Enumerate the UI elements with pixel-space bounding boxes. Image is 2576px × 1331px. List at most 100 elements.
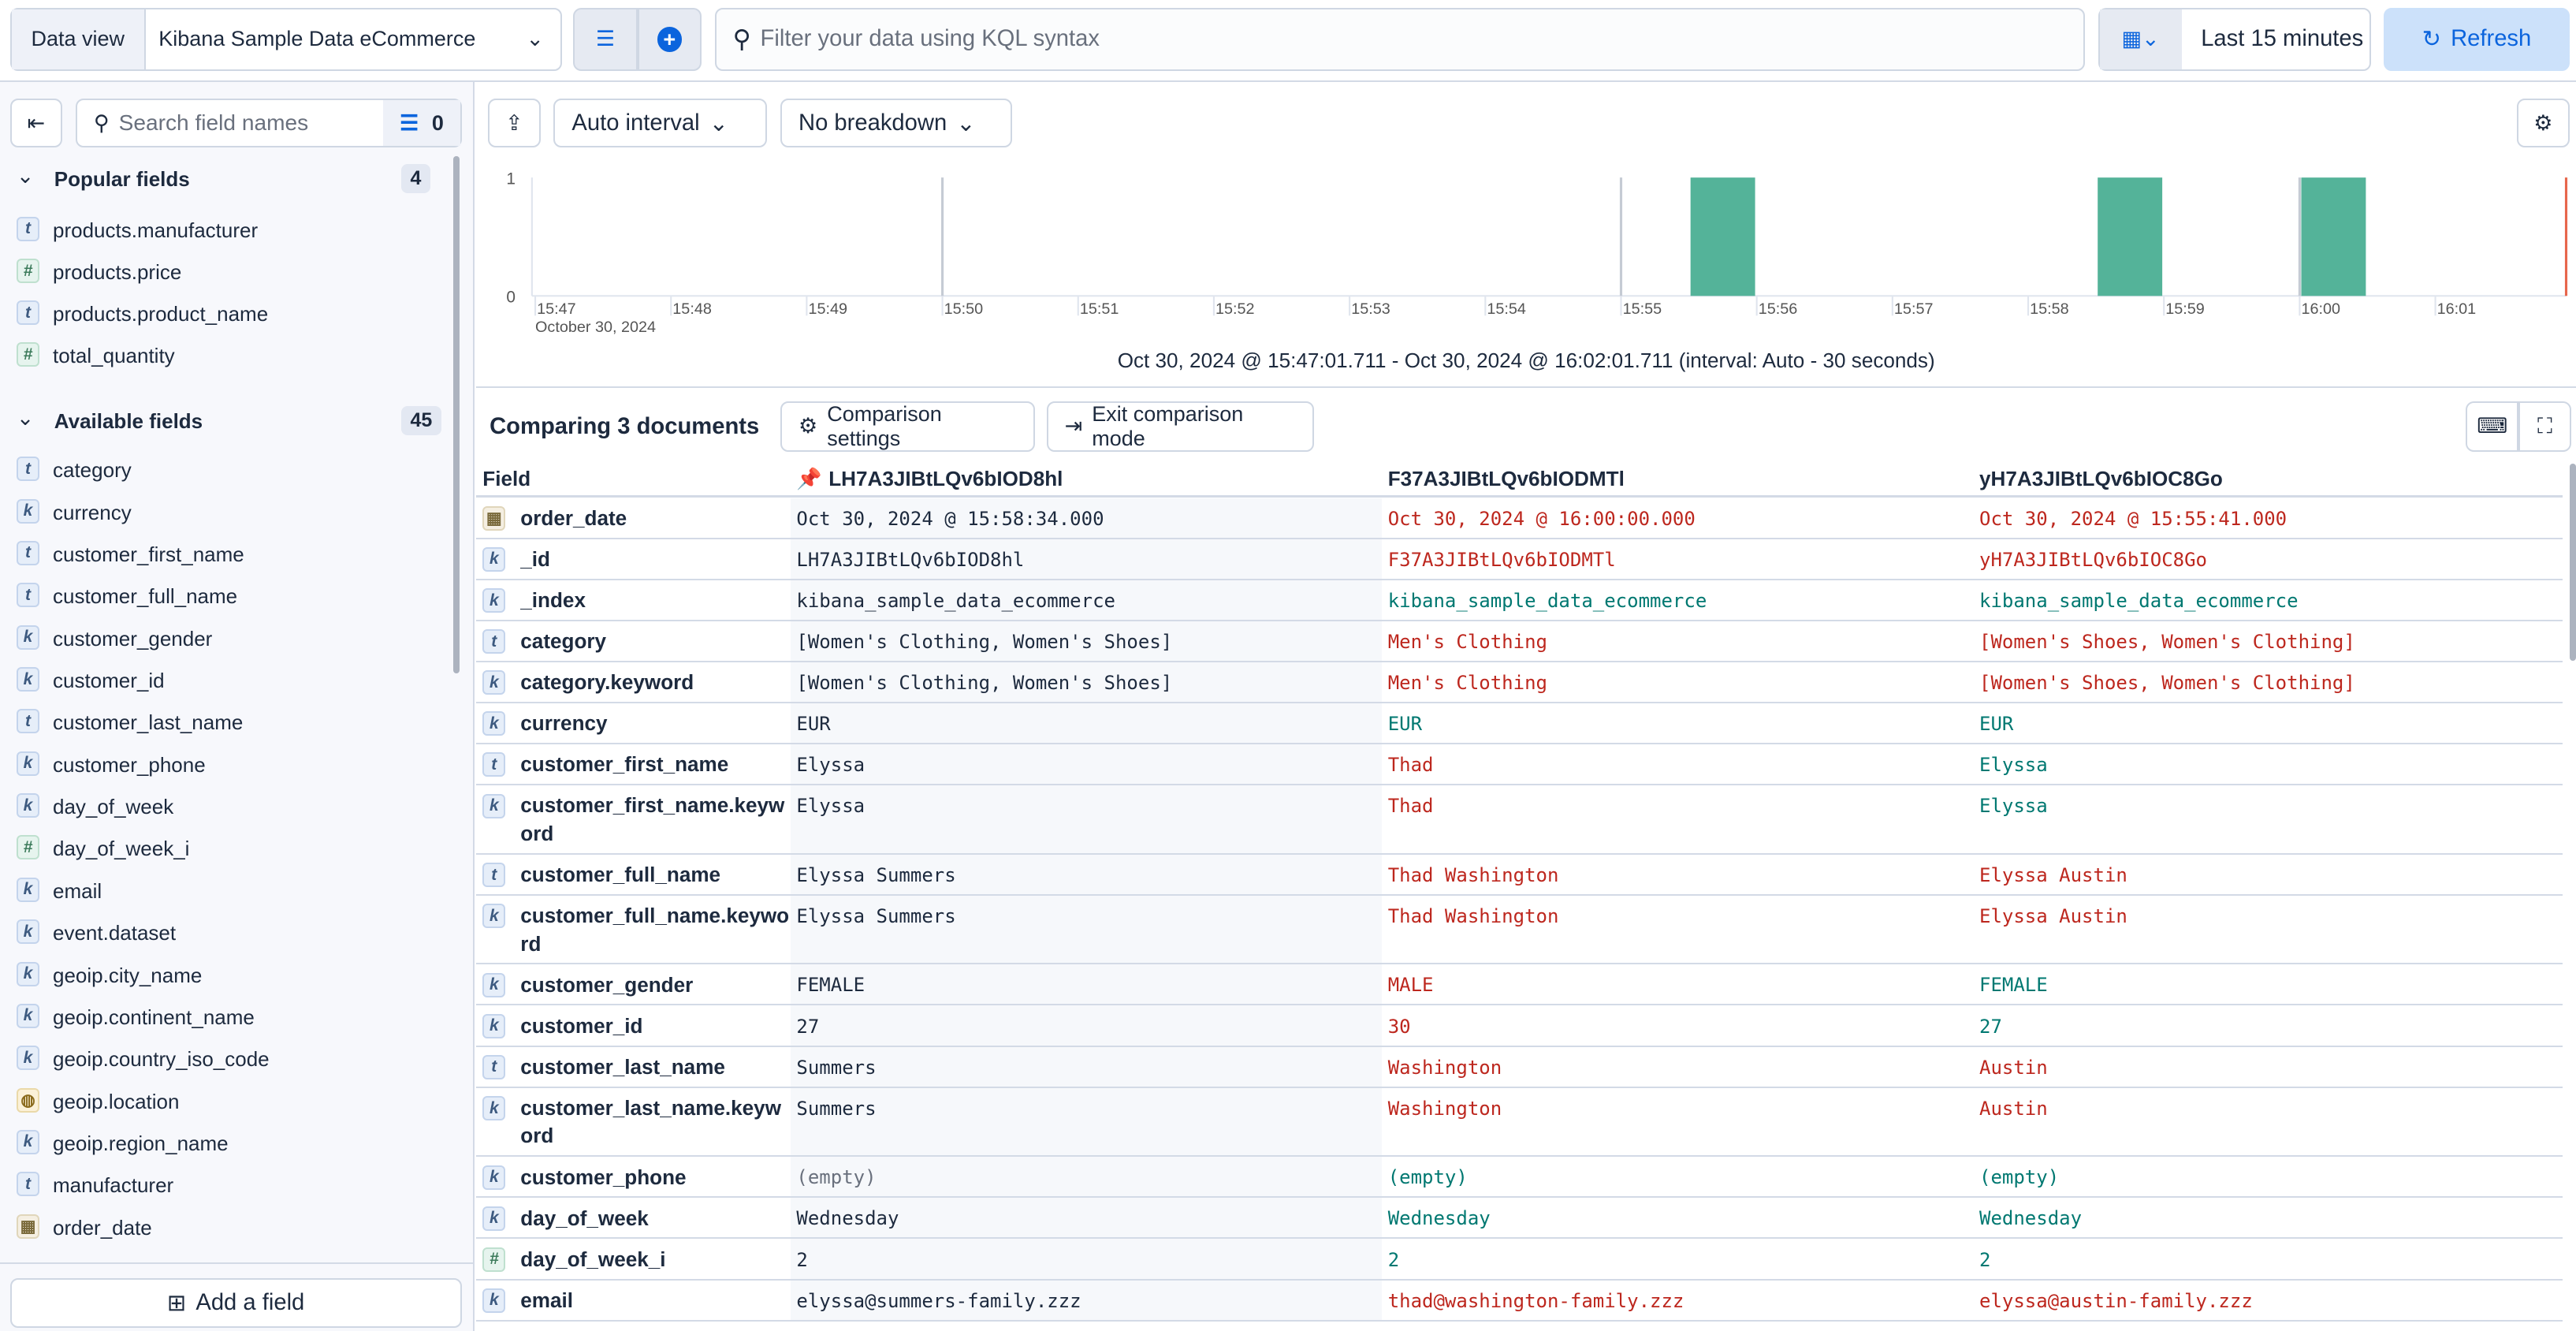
document-value: Wednesday — [1979, 1207, 2083, 1230]
calendar-icon[interactable]: ▦⌄ — [2099, 9, 2182, 69]
field-name: total_quantity — [53, 344, 175, 368]
text-type-icon: t — [17, 457, 39, 482]
kql-query-input[interactable]: ⚲ Filter your data using KQL syntax — [714, 8, 2085, 71]
sidebar-field-item[interactable]: t customer_full_name — [0, 583, 452, 616]
keyboard-shortcuts-button[interactable]: ⌨ — [2466, 401, 2519, 453]
sidebar-field-item[interactable]: t customer_first_name — [0, 540, 452, 574]
document-value: elyssa@austin-family.zzz — [1979, 1289, 2253, 1312]
keyword-type-icon: k — [482, 670, 506, 695]
data-view-picker[interactable]: Data view Kibana Sample Data eCommerce ⌄ — [9, 8, 562, 71]
chevron-down-icon[interactable]: ⌄ — [16, 164, 35, 188]
sidebar-field-item[interactable]: # day_of_week_i — [0, 835, 452, 868]
sidebar-field-item[interactable]: ▦ order_date — [0, 1214, 452, 1247]
date-picker[interactable]: ▦⌄ Last 15 minutes — [2098, 8, 2371, 71]
exit-comparison-button[interactable]: ⇥ Exit comparison mode — [1046, 401, 1315, 453]
table-row: k customer_last_name.keyword Summers Washin… — [476, 1088, 2563, 1158]
popular-fields-title[interactable]: Popular fields — [54, 167, 190, 192]
table-row: t customer_full_name Elyssa Summers Thad Wa… — [476, 855, 2563, 896]
x-tick-label: 15:50 — [944, 300, 984, 318]
sidebar-field-item[interactable]: t customer_last_name — [0, 709, 452, 742]
document-value: Oct 30, 2024 @ 15:55:41.000 — [1979, 507, 2288, 530]
field-name: email — [53, 878, 102, 903]
toggle-chart-button[interactable]: ⇪ — [487, 98, 541, 148]
histogram-panel: ⇪ Auto interval ⌄ No breakdown ⌄ ⚙ 0 1 15:47… — [476, 82, 2576, 388]
field-name: manufacturer — [53, 1173, 174, 1198]
sidebar-field-item[interactable]: t products.manufacturer — [0, 216, 452, 250]
document-column-header[interactable]: F37A3JIBtLQv6bIODMTl — [1388, 467, 1625, 491]
document-column-header[interactable]: yH7A3JIBtLQv6bIOC8Go — [1979, 467, 2223, 491]
top-bar: Data view Kibana Sample Data eCommerce ⌄… — [0, 0, 2576, 82]
sidebar-field-item[interactable]: t products.product_name — [0, 300, 452, 334]
chevron-down-icon[interactable]: ⌄ — [16, 405, 35, 430]
comparison-settings-button[interactable]: ⚙ Comparison settings — [780, 401, 1036, 453]
pin-icon[interactable]: 📌 — [796, 466, 822, 490]
text-type-icon: t — [482, 752, 506, 777]
field-name: category.keyword — [520, 670, 694, 695]
keyword-type-icon: k — [482, 904, 506, 929]
interval-select[interactable]: Auto interval ⌄ — [553, 98, 768, 148]
sidebar-scrollbar[interactable] — [453, 155, 460, 674]
fullscreen-button[interactable]: ⛶ — [2518, 401, 2571, 453]
document-value: Thad — [1387, 795, 1434, 818]
sidebar-field-item[interactable]: # total_quantity — [0, 342, 452, 375]
x-tick-label: 16:00 — [2302, 300, 2341, 318]
add-filter-button[interactable]: + — [637, 8, 702, 71]
document-value: 2 — [1387, 1248, 1400, 1271]
sidebar-field-item[interactable]: k currency — [0, 498, 452, 532]
field-name: day_of_week — [520, 1206, 649, 1230]
table-scrollbar[interactable] — [2569, 463, 2576, 661]
histogram-bar — [1691, 177, 1755, 296]
add-field-button[interactable]: ⊞ Add a field — [9, 1278, 462, 1328]
sidebar-field-item[interactable]: k geoip.country_iso_code — [0, 1046, 452, 1079]
pinned-document-column-header[interactable]: 📌 LH7A3JIBtLQv6bIOD8hl — [796, 467, 1063, 491]
sidebar-field-item[interactable]: k geoip.city_name — [0, 961, 452, 995]
document-value: Men's Clothing — [1387, 630, 1547, 653]
table-row: # day_of_week_i 2 2 2 — [476, 1240, 2563, 1281]
available-fields-title[interactable]: Available fields — [54, 408, 203, 433]
refresh-button[interactable]: ↻ Refresh — [2384, 8, 2570, 71]
sidebar-field-item[interactable]: # products.price — [0, 259, 452, 292]
sidebar-field-item[interactable]: t manufacturer — [0, 1172, 452, 1205]
field-name: customer_phone — [53, 752, 206, 777]
sidebar-field-item[interactable]: k geoip.region_name — [0, 1129, 452, 1163]
sidebar-field-item[interactable]: t category — [0, 457, 452, 490]
document-value: (empty) — [1387, 1166, 1468, 1189]
sidebar-field-item[interactable]: k email — [0, 877, 452, 911]
document-value: Elyssa Austin — [1979, 863, 2127, 886]
field-name: customer_phone — [520, 1165, 687, 1189]
field-name: customer_id — [520, 1013, 643, 1038]
chart-options-button[interactable]: ⚙ — [2516, 98, 2570, 148]
sidebar-field-item[interactable]: ◍ geoip.location — [0, 1087, 452, 1121]
field-search-input[interactable]: ⚲ Search field names ☰ 0 — [75, 98, 462, 148]
table-row: t category [Women's Clothing, Women's Shoe… — [476, 621, 2563, 662]
keyword-type-icon: k — [17, 1003, 39, 1028]
field-name: customer_full_name — [53, 584, 238, 609]
doc1-column-bg — [790, 498, 1382, 1322]
text-type-icon: t — [17, 583, 39, 608]
sidebar-field-item[interactable]: k customer_gender — [0, 624, 452, 658]
filter-menu-button[interactable]: ☰ — [573, 8, 638, 71]
keyword-type-icon: k — [17, 751, 39, 776]
comparison-title: Comparing 3 documents — [490, 414, 760, 440]
field-name: products.product_name — [53, 302, 269, 326]
keyword-type-icon: k — [17, 1129, 39, 1154]
sidebar-field-item[interactable]: k geoip.continent_name — [0, 1003, 452, 1037]
collapse-sidebar-button[interactable]: ⇤ — [9, 98, 63, 148]
sidebar-field-item[interactable]: k day_of_week — [0, 793, 452, 826]
time-range: Last 15 minutes — [2201, 26, 2364, 52]
add-field-label: Add a field — [195, 1290, 305, 1316]
keyword-type-icon: k — [482, 546, 506, 572]
sidebar-field-item[interactable]: k event.dataset — [0, 919, 452, 953]
breakdown-select[interactable]: No breakdown ⌄ — [780, 98, 1012, 148]
field-type-filter-button[interactable]: ☰ 0 — [383, 99, 460, 147]
sidebar-field-item[interactable]: k customer_id — [0, 667, 452, 700]
document-value: Elyssa — [796, 754, 865, 777]
x-tick-label: 15:52 — [1215, 300, 1255, 318]
field-name: event.dataset — [53, 921, 177, 945]
chevron-down-icon: ⌄ — [526, 27, 544, 51]
table-row: k _id LH7A3JIBtLQv6bIOD8hl F37A3JIBtLQv6bIO… — [476, 539, 2563, 580]
text-type-icon: t — [17, 216, 39, 241]
sidebar-field-item[interactable]: k customer_phone — [0, 751, 452, 785]
document-value: FEMALE — [1979, 974, 2048, 997]
document-value: EUR — [1387, 713, 1423, 735]
